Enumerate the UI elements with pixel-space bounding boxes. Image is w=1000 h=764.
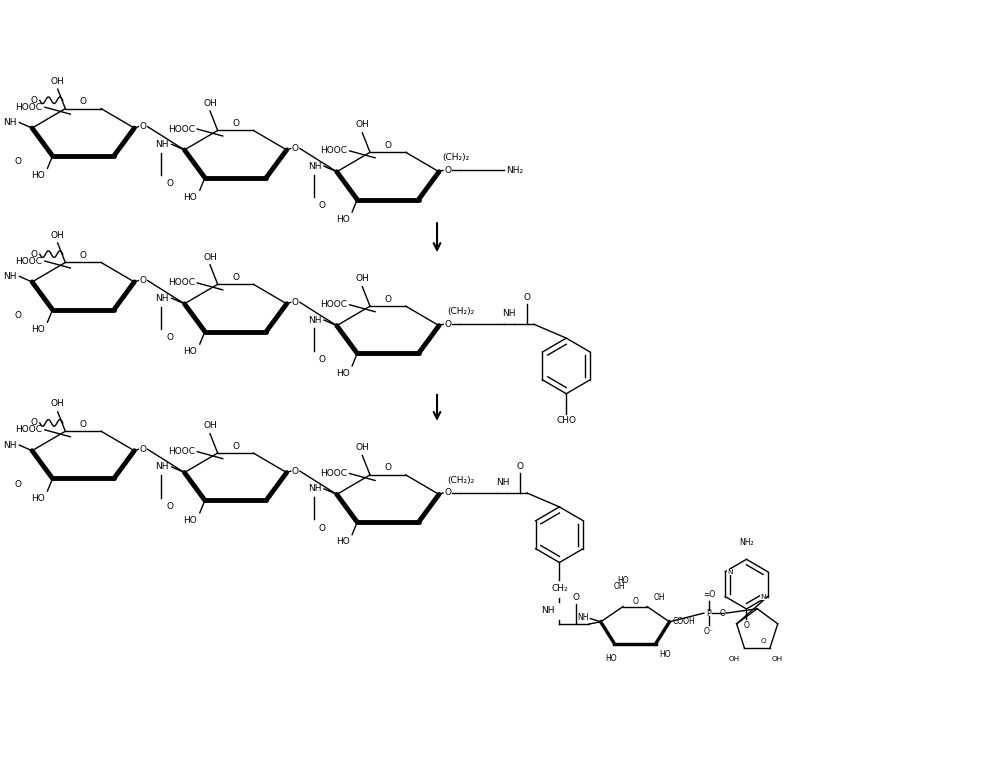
Text: NH: NH [308,316,321,325]
Text: N: N [727,568,733,575]
Text: HOOC: HOOC [320,300,347,309]
Text: (CH₂)₂: (CH₂)₂ [443,154,470,163]
Text: HO: HO [336,215,350,224]
Text: HO: HO [336,369,350,377]
Text: O: O [444,488,451,497]
Text: NH: NH [541,606,554,615]
Text: O: O [292,144,299,153]
Text: O: O [167,179,174,188]
Text: O: O [80,419,87,429]
Text: OH: OH [355,443,369,452]
Text: OH: OH [728,656,740,662]
Text: N: N [760,594,766,600]
Text: (CH₂)₂: (CH₂)₂ [447,307,475,316]
Text: COOH: COOH [673,617,696,626]
Text: NH: NH [308,484,321,494]
Text: =O: =O [703,590,715,599]
Text: O: O [232,273,239,282]
Text: HOOC: HOOC [168,278,195,287]
Text: HO: HO [183,347,197,356]
Text: NH₂: NH₂ [739,539,754,547]
Text: O: O [30,96,37,105]
Text: OH: OH [355,274,369,283]
Text: OH: OH [203,253,217,261]
Text: O: O [319,523,326,533]
Text: O: O [139,445,146,454]
Text: O: O [30,419,37,427]
Text: O: O [14,157,21,167]
Text: HO: HO [31,494,45,503]
Text: NH: NH [3,272,17,281]
Text: OH: OH [355,121,369,129]
Text: OH: OH [51,231,65,240]
Text: O: O [761,639,766,645]
Text: O: O [319,354,326,364]
Text: NH: NH [3,118,17,127]
Text: O: O [232,119,239,128]
Text: OH: OH [203,421,217,430]
Text: P: P [707,609,711,617]
Text: OH: OH [51,77,65,86]
Text: HOOC: HOOC [15,102,42,112]
Text: O⁻: O⁻ [704,627,714,636]
Text: O: O [139,122,146,131]
Text: O: O [523,293,530,303]
Text: O: O [384,141,391,150]
Text: HOOC: HOOC [320,469,347,478]
Text: NH: NH [156,140,169,149]
Text: NH: NH [156,293,169,303]
Text: O: O [517,462,524,471]
Text: HOOC: HOOC [320,147,347,155]
Text: CH₂: CH₂ [551,584,568,594]
Text: NH: NH [3,441,17,450]
Text: CHO: CHO [556,416,576,425]
Text: O: O [444,166,451,175]
Text: O: O [632,597,638,606]
Text: HO: HO [659,650,671,659]
Text: O: O [744,621,749,630]
Text: OH: OH [654,594,666,602]
Text: O: O [292,298,299,307]
Text: HOOC: HOOC [168,125,195,134]
Text: O: O [232,442,239,451]
Text: O: O [384,464,391,472]
Text: NH: NH [156,462,169,471]
Text: HO: HO [617,576,629,584]
Text: O: O [80,251,87,260]
Text: OH: OH [203,99,217,108]
Text: O: O [139,276,146,285]
Text: (CH₂)₂: (CH₂)₂ [447,476,475,485]
Text: HO: HO [605,653,617,662]
Text: O: O [80,97,87,106]
Text: O: O [167,333,174,342]
Text: O: O [14,311,21,320]
Text: O: O [292,467,299,476]
Text: HOOC: HOOC [15,426,42,435]
Text: HO: HO [336,537,350,546]
Text: HOOC: HOOC [168,447,195,456]
Text: O: O [30,250,37,259]
Text: OH: OH [614,582,625,591]
Text: O: O [719,609,725,617]
Text: O: O [167,502,174,510]
Text: O: O [319,201,326,210]
Text: HOOC: HOOC [15,257,42,266]
Text: NH: NH [503,309,516,319]
Text: NH: NH [577,613,589,622]
Text: O: O [573,593,580,602]
Text: NH: NH [496,478,509,487]
Text: NH₂: NH₂ [506,166,523,175]
Text: O: O [444,319,451,329]
Text: O: O [14,480,21,489]
Text: HO: HO [183,193,197,202]
Text: NH: NH [308,162,321,170]
Text: OH: OH [772,656,783,662]
Text: O: O [384,295,391,304]
Text: OH: OH [51,400,65,409]
Text: HO: HO [31,171,45,180]
Text: HO: HO [31,325,45,334]
Text: HO: HO [183,516,197,525]
